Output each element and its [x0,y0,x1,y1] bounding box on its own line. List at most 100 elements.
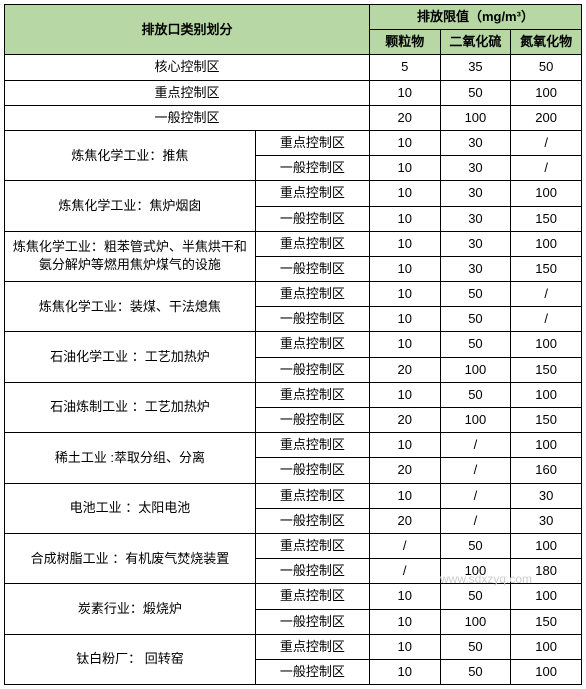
value-cell: 10 [369,231,440,256]
header-limit: 排放限值（mg/m³） [369,5,581,30]
value-cell: 10 [369,584,440,609]
value-cell: 150 [511,206,582,231]
value-cell: 50 [440,80,511,105]
zone-cell: 一般控制区 [255,458,369,483]
value-cell: 10 [369,332,440,357]
category-cell: 炼焦化学工业：装煤、干法熄焦 [5,282,256,332]
category-cell: 炼焦化学工业：推焦 [5,130,256,180]
table-row: 炼焦化学工业：推焦重点控制区1030/ [5,130,582,155]
zone-cell: 一般控制区 [255,256,369,281]
value-cell: / [440,483,511,508]
value-cell: 10 [369,80,440,105]
category-cell: 石油化学工业 ：工艺加热炉 [5,332,256,382]
category-cell: 石油炼制工业 ：工艺加热炉 [5,382,256,432]
value-cell: 30 [440,231,511,256]
value-cell: 50 [440,382,511,407]
value-cell: 30 [440,156,511,181]
value-cell: 10 [369,307,440,332]
value-cell: 100 [440,357,511,382]
value-cell: 50 [440,584,511,609]
value-cell: / [511,156,582,181]
value-cell: 30 [440,256,511,281]
table-row: 炭素行业：煅烧炉重点控制区1050100 [5,584,582,609]
table-row: 石油化学工业 ：工艺加热炉重点控制区1050100 [5,332,582,357]
value-cell: 10 [369,382,440,407]
value-cell: 50 [440,533,511,558]
value-cell: 20 [369,458,440,483]
value-cell: 50 [440,307,511,332]
value-cell: 100 [511,382,582,407]
value-cell: 100 [440,105,511,130]
value-cell: 30 [440,181,511,206]
value-cell: / [511,307,582,332]
table-row: 炼焦化学工业：装煤、干法熄焦重点控制区1050/ [5,282,582,307]
value-cell: 50 [440,332,511,357]
value-cell: 10 [369,282,440,307]
zone-cell: 重点控制区 [255,634,369,659]
value-cell: 100 [511,659,582,684]
table-row: 重点控制区1050100 [5,80,582,105]
table-row: 钛白粉厂： 回转窑重点控制区1050100 [5,634,582,659]
zone-cell: 重点控制区 [255,584,369,609]
value-cell: / [511,282,582,307]
category-cell: 重点控制区 [5,80,370,105]
category-cell: 稀土工业 :萃取分组、分离 [5,433,256,483]
value-cell: 100 [511,634,582,659]
value-cell: 30 [511,483,582,508]
category-cell: 炼焦化学工业：粗苯管式炉、半焦烘干和氨分解炉等燃用焦炉煤气的设施 [5,231,256,281]
zone-cell: 重点控制区 [255,433,369,458]
value-cell: 20 [369,357,440,382]
value-cell: 30 [440,130,511,155]
value-cell: 10 [369,206,440,231]
value-cell: 100 [511,533,582,558]
value-cell: 100 [440,609,511,634]
zone-cell: 一般控制区 [255,609,369,634]
value-cell: / [511,130,582,155]
value-cell: 50 [440,282,511,307]
header-col-nox: 氮氧化物 [511,30,582,55]
emission-limits-table: 排放口类别划分 排放限值（mg/m³） 颗粒物 二氧化硫 氮氧化物 核心控制区5… [4,4,582,685]
table-row: 炼焦化学工业：焦炉烟囱重点控制区1030100 [5,181,582,206]
zone-cell: 重点控制区 [255,130,369,155]
value-cell: 10 [369,483,440,508]
table-row: 一般控制区20100200 [5,105,582,130]
value-cell: 20 [369,105,440,130]
zone-cell: 重点控制区 [255,181,369,206]
zone-cell: 重点控制区 [255,282,369,307]
value-cell: 30 [440,206,511,231]
value-cell: 100 [511,80,582,105]
value-cell: 10 [369,433,440,458]
table-row: 石油炼制工业 ：工艺加热炉重点控制区1050100 [5,382,582,407]
value-cell: 150 [511,408,582,433]
zone-cell: 重点控制区 [255,483,369,508]
category-cell: 钛白粉厂： 回转窑 [5,634,256,684]
category-cell: 电池工业 ：太阳电池 [5,483,256,533]
value-cell: 160 [511,458,582,483]
value-cell: 10 [369,256,440,281]
value-cell: 50 [440,634,511,659]
table-row: 核心控制区53550 [5,55,582,80]
header-col-pm: 颗粒物 [369,30,440,55]
table-body: 核心控制区53550重点控制区1050100一般控制区20100200炼焦化学工… [5,55,582,685]
value-cell: 35 [440,55,511,80]
value-cell: 10 [369,634,440,659]
value-cell: 150 [511,357,582,382]
header-category: 排放口类别划分 [5,5,370,55]
value-cell: 180 [511,559,582,584]
value-cell: 100 [511,433,582,458]
zone-cell: 重点控制区 [255,332,369,357]
category-cell: 核心控制区 [5,55,370,80]
zone-cell: 一般控制区 [255,206,369,231]
value-cell: 10 [369,130,440,155]
value-cell: / [440,458,511,483]
value-cell: 5 [369,55,440,80]
table-row: 合成树脂工业 ：有机废气焚烧装置重点控制区/50100 [5,533,582,558]
value-cell: 10 [369,659,440,684]
value-cell: / [440,508,511,533]
zone-cell: 重点控制区 [255,231,369,256]
value-cell: 100 [511,231,582,256]
value-cell: 50 [440,659,511,684]
value-cell: / [369,533,440,558]
value-cell: / [369,559,440,584]
value-cell: 100 [440,559,511,584]
